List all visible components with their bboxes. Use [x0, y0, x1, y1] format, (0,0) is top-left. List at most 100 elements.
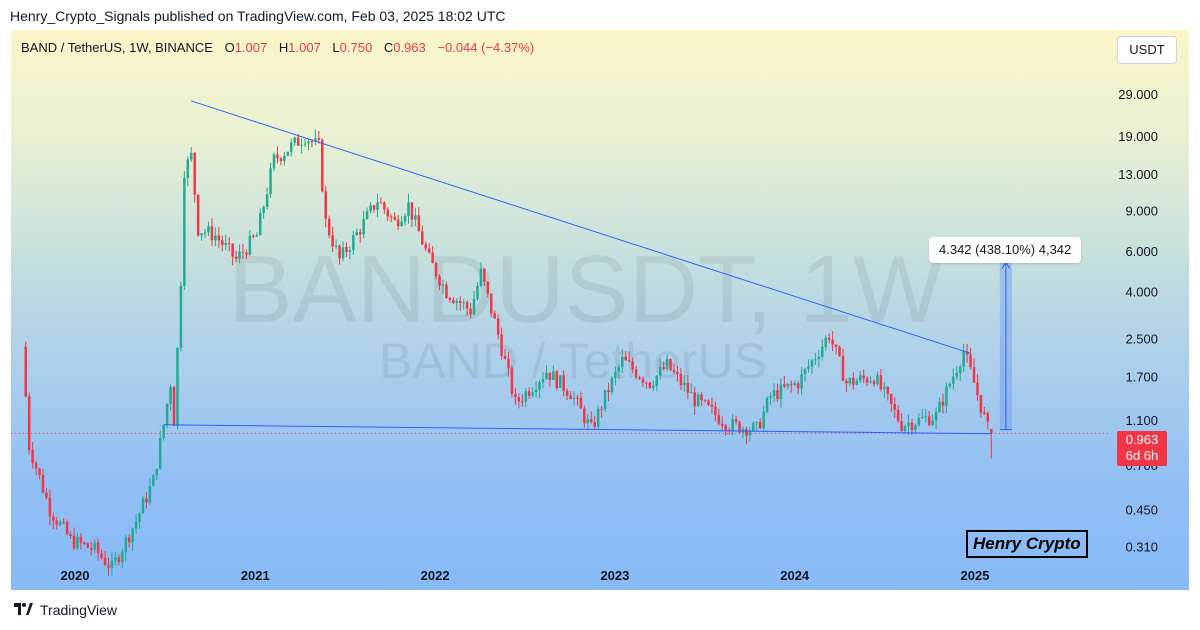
- candle-body: [293, 137, 296, 143]
- close-value: 0.963: [393, 40, 426, 55]
- candle-body: [696, 394, 700, 407]
- candle-body: [517, 397, 521, 402]
- candle-body: [93, 542, 96, 550]
- candle-body: [731, 418, 734, 431]
- candle-body: [358, 232, 362, 235]
- candle-body: [845, 380, 848, 384]
- open-value: 1.007: [234, 40, 268, 55]
- published-header: Henry_Crypto_Signals published on Tradin…: [10, 8, 506, 24]
- candle-body: [883, 386, 886, 390]
- candle-body: [934, 411, 938, 421]
- candle-body: [483, 268, 486, 282]
- candle-body: [603, 390, 607, 410]
- candle-body: [383, 202, 386, 210]
- candle-body: [607, 390, 610, 393]
- candle-body: [490, 293, 493, 314]
- candle-body: [338, 245, 341, 259]
- y-tick-label: 9.000: [1125, 204, 1158, 219]
- candle-body: [121, 552, 124, 563]
- candle-body: [686, 382, 690, 393]
- candle-body: [352, 235, 355, 251]
- candle-body: [421, 231, 424, 245]
- candle-body: [848, 377, 852, 384]
- symbol-title: BAND / TetherUS, 1W, BINANCE: [21, 40, 213, 55]
- candle-body: [372, 205, 376, 210]
- candle-body: [145, 498, 148, 503]
- candle-body: [152, 475, 155, 487]
- candle-body: [872, 381, 876, 385]
- candle-body: [655, 375, 659, 386]
- candle-body: [690, 392, 693, 394]
- candle-body: [586, 419, 590, 424]
- candle-body: [331, 235, 334, 247]
- x-tick-label: 2024: [780, 568, 810, 583]
- candle-body: [390, 216, 393, 218]
- candle-body: [752, 423, 755, 431]
- candle-body: [827, 337, 831, 340]
- candle-body: [65, 522, 69, 535]
- candle-body: [221, 240, 224, 245]
- candle-body: [48, 497, 52, 517]
- author-signature: Henry Crypto: [966, 530, 1088, 558]
- candle-body: [793, 383, 796, 385]
- low-label: L: [332, 40, 340, 55]
- candle-body: [983, 412, 986, 414]
- candle-body: [252, 235, 255, 237]
- candle-body: [858, 375, 862, 381]
- candle-body: [986, 413, 990, 422]
- close-label: C: [383, 40, 394, 55]
- candle-body: [393, 216, 396, 220]
- candle-body: [624, 356, 627, 361]
- candle-body: [114, 557, 117, 561]
- candle-body: [710, 404, 714, 407]
- candle-body: [172, 387, 176, 426]
- candle-body: [783, 384, 786, 387]
- currency-button[interactable]: USDT: [1117, 36, 1177, 64]
- x-tick-label: 2023: [600, 568, 629, 583]
- candle-body: [527, 391, 531, 396]
- candle-body: [396, 219, 400, 226]
- candle-body: [921, 417, 924, 419]
- candle-body: [455, 301, 459, 304]
- candle-body: [376, 202, 379, 210]
- candle-body: [952, 376, 955, 385]
- candle-body: [700, 394, 703, 401]
- candle-body: [300, 144, 303, 146]
- candle-body: [124, 537, 127, 553]
- x-tick-label: 2025: [961, 568, 990, 583]
- candle-body: [962, 351, 965, 367]
- y-tick-label: 1.100: [1125, 413, 1158, 428]
- candle-body: [262, 206, 265, 214]
- candle-body: [241, 251, 245, 253]
- candle-body: [507, 358, 510, 369]
- candle-body: [231, 243, 234, 257]
- candle-body: [310, 141, 314, 143]
- candle-body: [486, 281, 490, 294]
- candle-body: [855, 380, 859, 385]
- candle-body: [931, 420, 934, 426]
- candle-body: [679, 373, 683, 386]
- price-range-label[interactable]: 4.342 (438.10%) 4,342: [929, 237, 1082, 263]
- candle-body: [617, 366, 621, 372]
- candle-body: [83, 542, 86, 544]
- candle-body: [790, 383, 793, 385]
- footer-brand: TradingView: [40, 602, 118, 618]
- candle-body: [283, 155, 286, 161]
- candle-body: [24, 346, 27, 397]
- candle-body: [769, 395, 772, 398]
- candle-body: [424, 244, 427, 249]
- tradingview-logo-icon: [14, 603, 33, 615]
- candle-body: [307, 141, 310, 144]
- candle-body: [627, 360, 631, 362]
- candle-body: [552, 371, 555, 380]
- candle-body: [914, 425, 917, 430]
- candle-body: [762, 411, 765, 429]
- candle-body: [758, 422, 762, 429]
- candle-body: [541, 378, 545, 383]
- candle-body: [579, 397, 583, 409]
- candle-body: [734, 418, 738, 422]
- candle-body: [596, 408, 600, 427]
- candle-body: [169, 387, 172, 404]
